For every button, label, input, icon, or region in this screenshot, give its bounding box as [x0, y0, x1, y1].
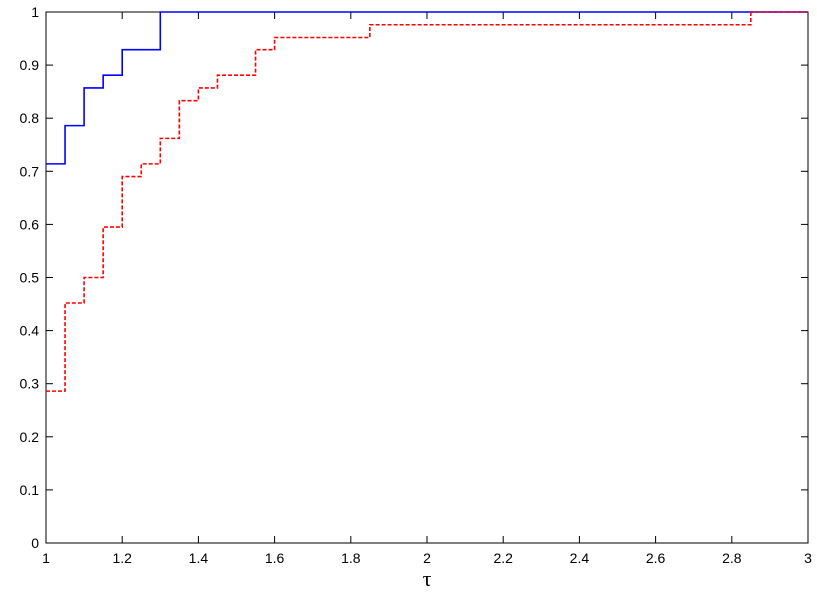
x-tick-label: 1.8	[341, 550, 361, 566]
series-group	[46, 11, 808, 392]
x-tick-label: 1.2	[112, 550, 132, 566]
x-tick-label: 2.4	[570, 550, 590, 566]
x-axis-title: τ	[423, 566, 432, 591]
x-tick-label: 2.2	[493, 550, 513, 566]
plot-frame	[45, 11, 809, 544]
series-line-1	[46, 11, 808, 165]
x-tick-label: 1	[42, 550, 50, 566]
y-axis-ticks: 0 0.1 0.2 0.3 0.4 0.5 0.6 0.7 0.8 0.9 1	[20, 4, 808, 551]
x-axis-ticks: 1 1.2 1.4 1.6 1.8 2 2.2 2.4 2.6 2.8 3	[42, 12, 812, 566]
x-tick-label: 3	[804, 550, 812, 566]
x-tick-label: 1.6	[265, 550, 285, 566]
x-tick-label: 2.6	[646, 550, 666, 566]
series-line-2	[46, 11, 808, 392]
x-tick-label: 2.8	[722, 550, 742, 566]
y-tick-label: 0.4	[20, 323, 40, 339]
y-tick-label: 0.2	[20, 429, 40, 445]
y-tick-label: 0.1	[20, 482, 40, 498]
x-tick-label: 1.4	[189, 550, 209, 566]
y-tick-label: 0.7	[20, 163, 40, 179]
y-tick-label: 0.9	[20, 57, 40, 73]
y-tick-label: 1	[31, 4, 39, 20]
y-tick-label: 0.3	[20, 376, 40, 392]
y-tick-label: 0.8	[20, 110, 40, 126]
y-tick-label: 0	[31, 535, 39, 551]
x-tick-label: 2	[423, 550, 431, 566]
y-tick-label: 0.5	[20, 270, 40, 286]
y-tick-label: 0.6	[20, 216, 40, 232]
